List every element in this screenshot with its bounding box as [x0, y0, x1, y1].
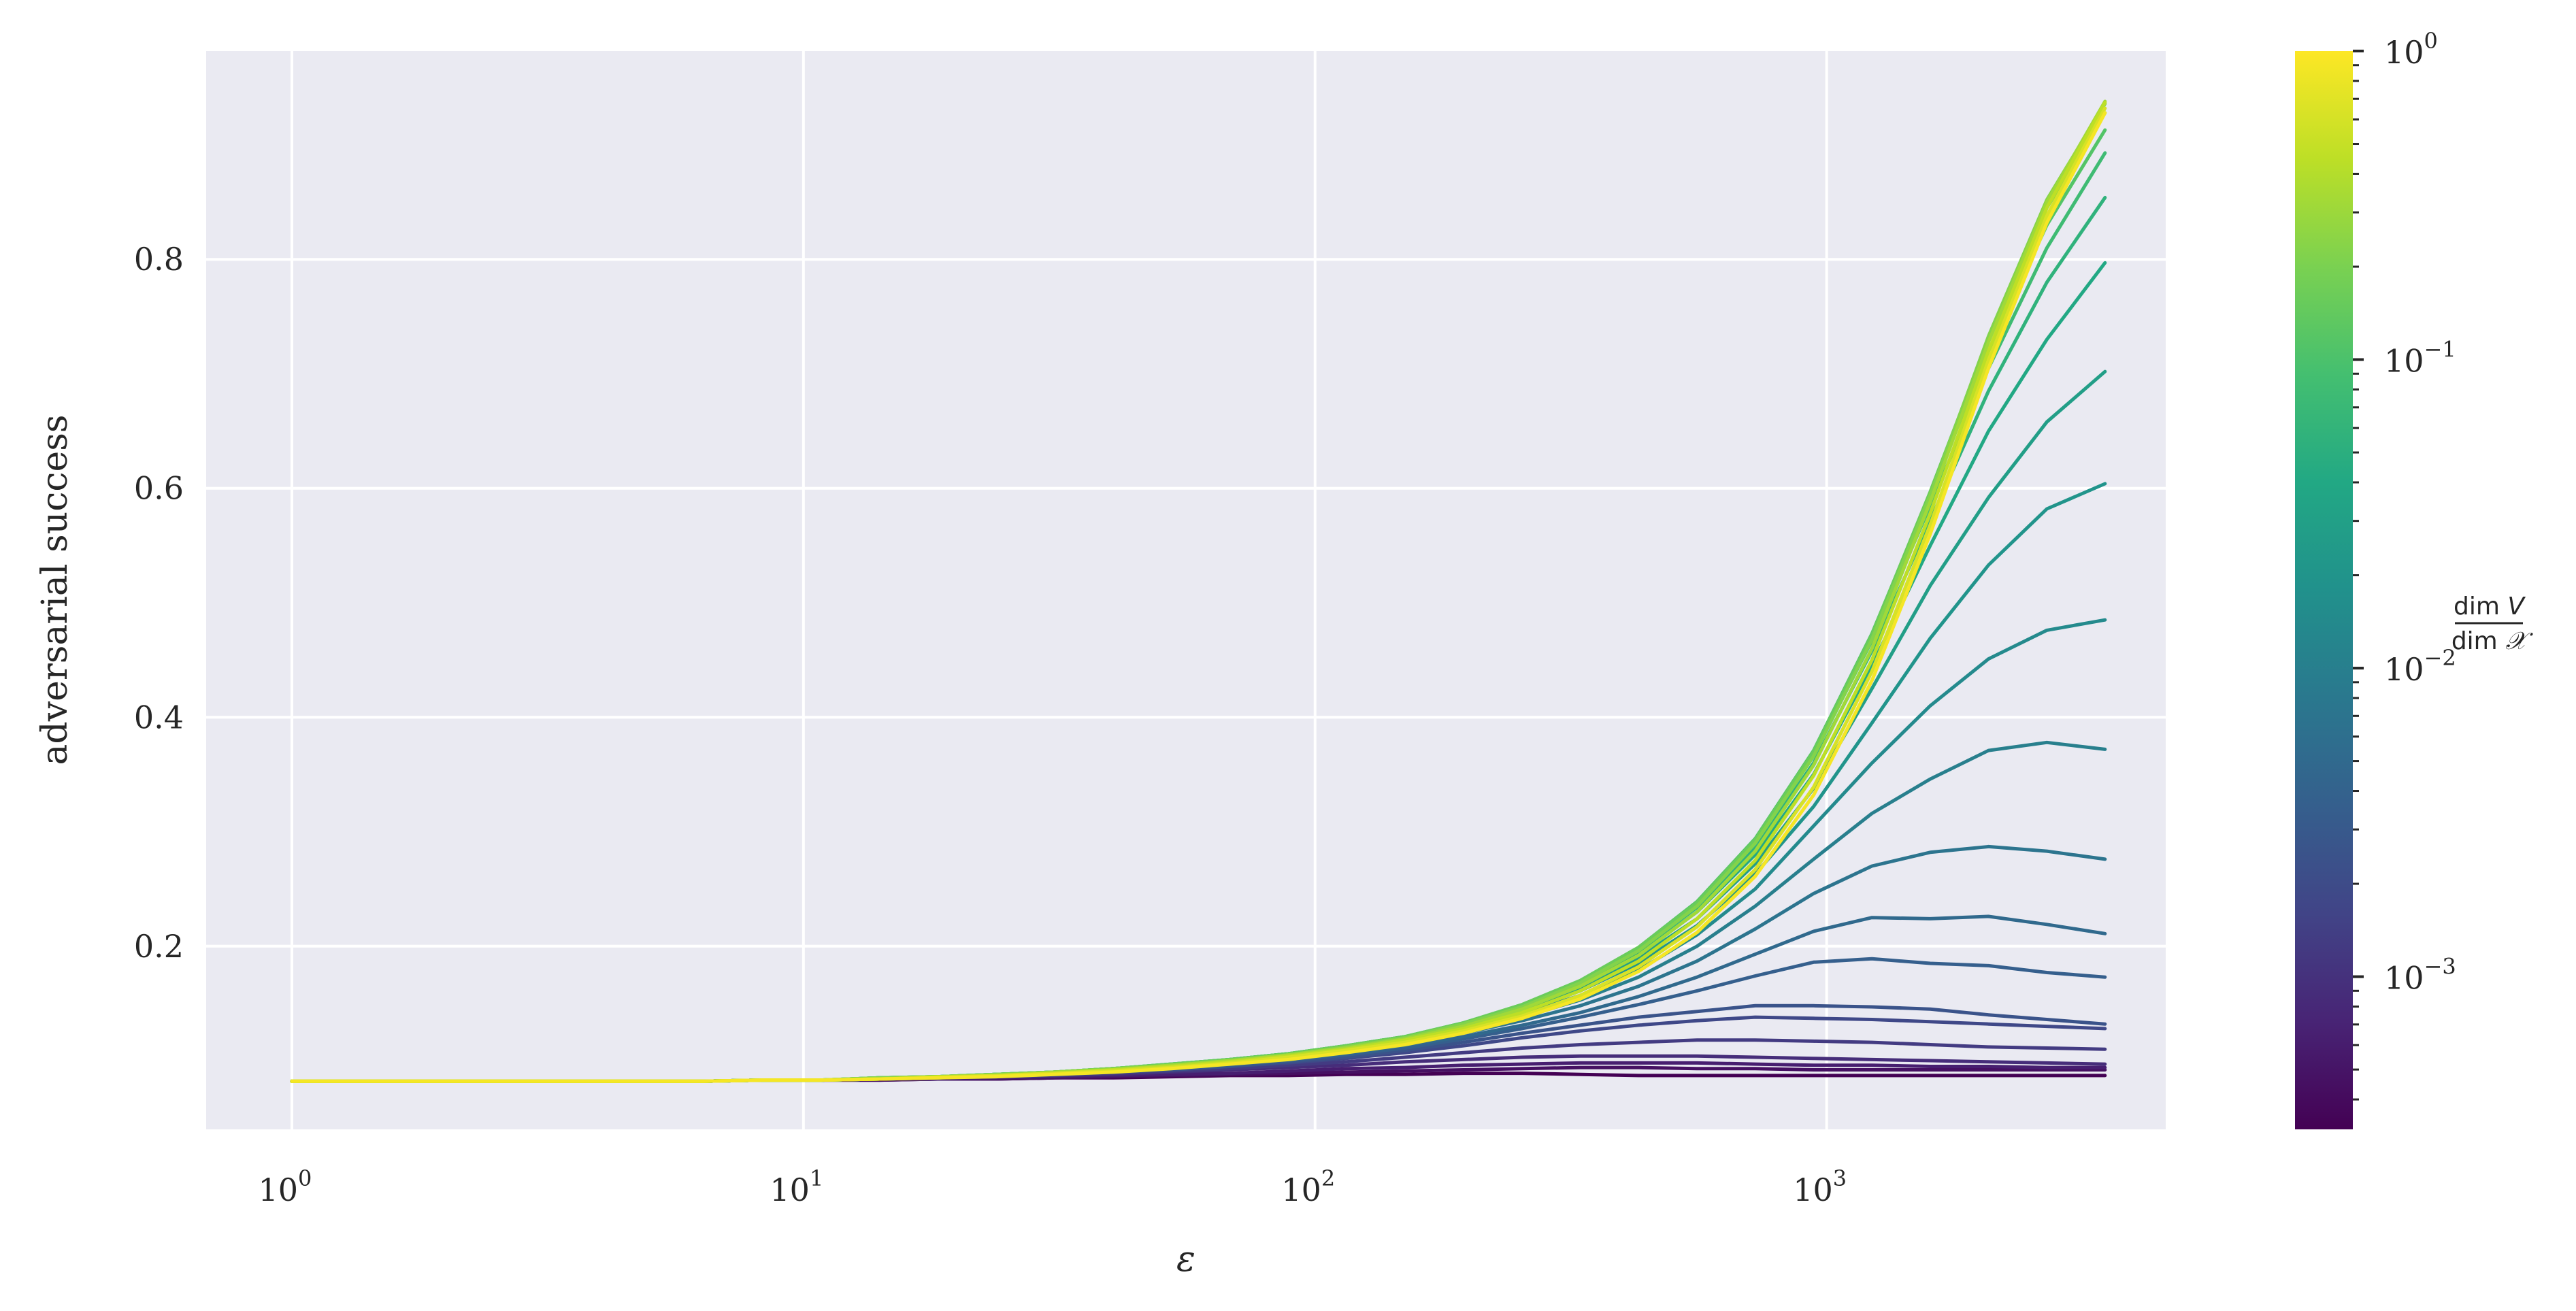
x-tick-labels: 100 101 102 103	[258, 1165, 1847, 1208]
x-tick-label: 103	[1793, 1165, 1847, 1208]
colorbar-label: dim V dim 𝒳	[2451, 593, 2533, 655]
x-axis-label: ε	[1176, 1239, 1195, 1280]
svg-text:dim V: dim V	[2454, 593, 2526, 620]
series-lines	[290, 99, 2107, 1083]
x-tick-label: 101	[770, 1165, 823, 1208]
plot-background	[206, 51, 2166, 1129]
colorbar-tick-label: 10−1	[2384, 337, 2456, 380]
y-tick-labels: 0.2 0.4 0.6 0.8	[134, 241, 184, 965]
y-tick-label: 0.6	[134, 470, 184, 507]
grid	[206, 51, 2166, 1129]
series-line	[290, 111, 2107, 1083]
svg-text:dim 𝒳: dim 𝒳	[2451, 627, 2533, 655]
x-tick-label: 100	[258, 1165, 312, 1208]
y-axis-label: adversarial success	[35, 414, 76, 765]
y-tick-label: 0.2	[134, 928, 184, 965]
colorbar-ticks: 100 10−1 10−2 10−3	[2353, 28, 2456, 1101]
colorbar-tick-label: 10−3	[2384, 954, 2456, 997]
colorbar-tick-label: 100	[2384, 28, 2438, 71]
colorbar-tick-label: 10−2	[2384, 645, 2456, 688]
y-tick-label: 0.4	[134, 699, 184, 735]
colorbar	[2295, 51, 2353, 1129]
x-tick-label: 102	[1281, 1165, 1335, 1208]
y-tick-label: 0.8	[134, 241, 184, 278]
